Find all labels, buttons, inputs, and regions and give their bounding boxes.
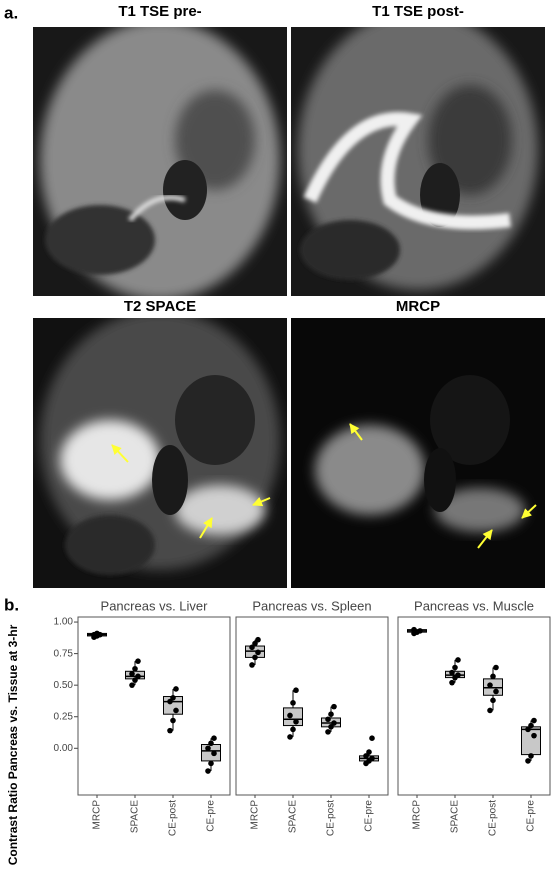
- data-point: [252, 654, 258, 661]
- mri-image: [291, 318, 545, 588]
- data-point: [211, 735, 217, 741]
- x-tick-label: CE-pre: [526, 800, 537, 832]
- x-tick-label: SPACE: [288, 800, 299, 833]
- data-point: [455, 672, 461, 678]
- data-point: [493, 688, 499, 695]
- image-title: T1 TSE pre-: [118, 3, 201, 20]
- data-point: [132, 677, 138, 683]
- box: [521, 726, 541, 756]
- y-tick-label: 0.00: [54, 743, 74, 754]
- facet-panel: [235, 616, 389, 796]
- data-point: [487, 707, 493, 714]
- data-point: [252, 640, 258, 647]
- data-point: [366, 749, 372, 755]
- data-point: [208, 740, 214, 747]
- box: [201, 744, 221, 762]
- y-tick-label: 0.75: [54, 648, 74, 659]
- data-point: [208, 760, 214, 767]
- x-tick-label: MRCP: [250, 800, 261, 830]
- x-tick-label: MRCP: [92, 800, 103, 830]
- data-point: [135, 658, 141, 664]
- data-point: [531, 732, 537, 739]
- data-point: [525, 726, 531, 733]
- x-tick-label: CE-post: [488, 800, 499, 836]
- data-point: [287, 734, 293, 740]
- data-point: [211, 750, 217, 757]
- data-point: [249, 644, 255, 651]
- facet-title: Pancreas vs. Muscle: [414, 598, 534, 613]
- data-point: [455, 657, 461, 663]
- data-point: [129, 682, 135, 688]
- data-point: [328, 724, 334, 730]
- data-point: [490, 697, 496, 704]
- data-point: [449, 669, 455, 676]
- data-point: [205, 745, 211, 752]
- data-point: [531, 717, 537, 724]
- data-point: [452, 664, 458, 671]
- data-point: [129, 671, 135, 677]
- data-point: [173, 686, 179, 692]
- data-point: [167, 698, 173, 705]
- data-point: [325, 716, 331, 723]
- image-title: T1 TSE post-: [372, 3, 464, 20]
- data-point: [525, 758, 531, 764]
- box-plot: 0.00 0.25 0.50 0.75 1.00 Pancreas vs. Liver MR…: [54, 598, 551, 836]
- data-point: [331, 720, 337, 726]
- box: [283, 707, 303, 727]
- data-point: [290, 700, 296, 706]
- data-point: [173, 707, 179, 714]
- data-point: [363, 753, 369, 759]
- data-point: [205, 768, 211, 774]
- data-point: [449, 679, 455, 686]
- data-point: [290, 726, 296, 733]
- data-point: [325, 729, 331, 735]
- facet-title: Pancreas vs. Liver: [101, 598, 209, 613]
- data-point: [369, 755, 375, 762]
- data-point: [170, 717, 176, 724]
- data-point: [487, 682, 493, 688]
- data-point: [293, 687, 299, 694]
- mri-image: [291, 27, 545, 296]
- data-point: [369, 735, 375, 741]
- data-point: [490, 673, 496, 680]
- y-axis-label: Contrast Ratio Pancreas vs. Tissue at 3-…: [6, 624, 20, 865]
- data-point: [287, 712, 293, 719]
- data-point: [132, 665, 138, 672]
- data-point: [249, 662, 255, 668]
- panel-label: b.: [4, 595, 19, 614]
- x-tick-label: CE-pre: [364, 800, 375, 832]
- data-point: [493, 664, 499, 671]
- data-point: [293, 718, 299, 725]
- y-tick-label: 1.00: [54, 617, 74, 628]
- y-tick-label: 0.25: [54, 711, 74, 722]
- data-point: [170, 694, 176, 701]
- data-point: [94, 630, 100, 637]
- data-point: [328, 711, 334, 718]
- data-point: [255, 636, 261, 643]
- x-tick-label: CE-pre: [206, 800, 217, 832]
- data-point: [528, 753, 534, 759]
- data-point: [331, 703, 337, 710]
- x-tick-label: SPACE: [130, 800, 141, 833]
- image-title: T2 SPACE: [124, 298, 196, 315]
- y-tick-label: 0.50: [54, 680, 74, 691]
- data-point: [528, 722, 534, 729]
- image-title: MRCP: [396, 298, 440, 315]
- data-point: [411, 626, 417, 633]
- mri-image: [33, 27, 287, 296]
- facet-panel: [397, 616, 551, 796]
- panel-label: a.: [4, 3, 18, 22]
- mri-image: [33, 318, 287, 588]
- x-tick-label: SPACE: [450, 800, 461, 833]
- x-tick-label: CE-post: [168, 800, 179, 836]
- data-point: [255, 649, 261, 656]
- data-point: [417, 628, 423, 634]
- data-point: [167, 727, 173, 734]
- x-tick-label: MRCP: [412, 800, 423, 830]
- facet-panel: [77, 616, 231, 796]
- facet-title: Pancreas vs. Spleen: [252, 598, 371, 613]
- data-point: [135, 673, 141, 680]
- x-tick-label: CE-post: [326, 800, 337, 836]
